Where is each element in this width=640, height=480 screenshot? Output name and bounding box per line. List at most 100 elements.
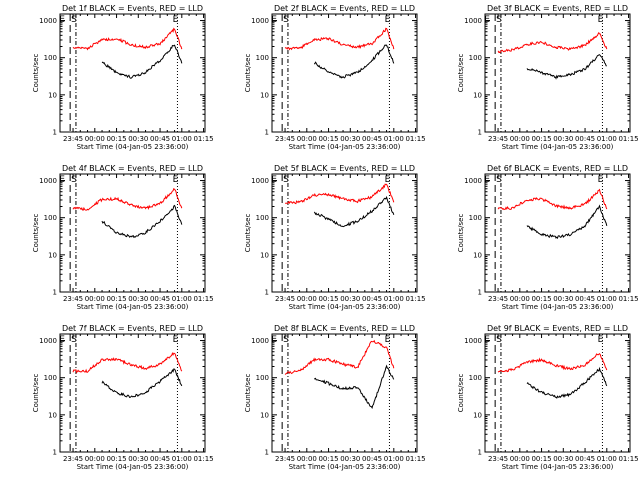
plot-frame bbox=[484, 333, 631, 453]
panel-title: Det 1f BLACK = Events, RED = LLD bbox=[62, 4, 203, 13]
panel-det-5: Det 5f BLACK = Events, RED = LLD 1 10 100 10… bbox=[244, 164, 426, 311]
panel-title: Det 7f BLACK = Events, RED = LLD bbox=[62, 324, 203, 333]
x-tick-label: 00:00 bbox=[297, 135, 317, 143]
x-tick-label: 01:15 bbox=[618, 455, 638, 463]
x-tick-label: 01:00 bbox=[384, 135, 404, 143]
panel-title: Det 9f BLACK = Events, RED = LLD bbox=[487, 324, 628, 333]
x-tick-label: 01:15 bbox=[193, 135, 213, 143]
plot-frame bbox=[271, 173, 418, 293]
y-tick-label: 1000 bbox=[39, 337, 57, 345]
marker-label: E bbox=[59, 335, 65, 345]
x-tick-label: 01:15 bbox=[193, 455, 213, 463]
y-tick-label: 1 bbox=[265, 129, 269, 137]
x-tick-label: 23:45 bbox=[488, 135, 508, 143]
marker-label: E bbox=[385, 175, 391, 185]
marker-label: S bbox=[496, 175, 502, 185]
x-tick-label: 01:15 bbox=[405, 295, 425, 303]
y-tick-label: 1 bbox=[53, 449, 57, 457]
y-tick-label: 1 bbox=[478, 289, 482, 297]
marker-label: S bbox=[283, 175, 289, 185]
marker-label: E bbox=[173, 15, 179, 25]
events-series-line bbox=[101, 44, 183, 79]
x-tick-label: 00:15 bbox=[106, 295, 126, 303]
y-tick-label: 10 bbox=[260, 251, 269, 259]
marker-label: E bbox=[484, 335, 490, 345]
x-tick-label: 00:00 bbox=[510, 455, 530, 463]
y-tick-label: 1000 bbox=[39, 17, 57, 25]
x-tick-label: 01:00 bbox=[384, 455, 404, 463]
x-axis-label: Start Time (04-Jan-05 23:36:00) bbox=[77, 463, 189, 471]
x-tick-label: 00:45 bbox=[150, 135, 170, 143]
x-tick-label: 00:45 bbox=[150, 455, 170, 463]
y-axis-label: Counts/sec bbox=[32, 54, 40, 93]
x-tick-label: 01:00 bbox=[172, 135, 192, 143]
plot-frame bbox=[271, 13, 418, 133]
panel-det-2: Det 2f BLACK = Events, RED = LLD 1 10 100 10… bbox=[244, 4, 426, 151]
events-series-line bbox=[314, 364, 395, 409]
x-tick-label: 00:15 bbox=[318, 455, 338, 463]
panel-det-4: Det 4f BLACK = Events, RED = LLD 1 10 100 10… bbox=[32, 164, 214, 311]
x-tick-label: 00:15 bbox=[106, 455, 126, 463]
panel-det-7: Det 7f BLACK = Events, RED = LLD 1 10 100 10… bbox=[32, 324, 214, 471]
lld-series-line bbox=[497, 31, 608, 54]
lld-series-line bbox=[284, 339, 395, 375]
x-tick-label: 01:15 bbox=[405, 455, 425, 463]
x-tick-label: 23:45 bbox=[275, 295, 295, 303]
x-tick-label: 23:45 bbox=[63, 295, 83, 303]
y-axis-label: Counts/sec bbox=[32, 374, 40, 413]
marker-label: E bbox=[271, 335, 277, 345]
x-tick-label: 00:30 bbox=[553, 295, 573, 303]
x-tick-label: 00:15 bbox=[531, 295, 551, 303]
x-tick-label: 23:45 bbox=[63, 135, 83, 143]
plot-frame bbox=[59, 13, 206, 133]
x-tick-label: 00:30 bbox=[553, 135, 573, 143]
x-tick-label: 00:15 bbox=[318, 135, 338, 143]
marker-label: E bbox=[173, 335, 179, 345]
x-tick-label: 01:15 bbox=[193, 295, 213, 303]
marker-label: E bbox=[385, 335, 391, 345]
x-tick-label: 00:45 bbox=[575, 295, 595, 303]
y-axis-label: Counts/sec bbox=[244, 214, 252, 253]
y-tick-label: 10 bbox=[48, 251, 57, 259]
marker-label: E bbox=[598, 15, 604, 25]
y-tick-label: 100 bbox=[256, 54, 269, 62]
y-tick-label: 1000 bbox=[251, 337, 269, 345]
y-tick-label: 10 bbox=[473, 251, 482, 259]
x-tick-label: 00:45 bbox=[362, 135, 382, 143]
x-axis-label: Start Time (04-Jan-05 23:36:00) bbox=[502, 303, 614, 311]
x-tick-label: 00:00 bbox=[85, 455, 105, 463]
plot-frame bbox=[59, 173, 206, 293]
y-axis-label: Counts/sec bbox=[457, 214, 465, 253]
lld-series-line bbox=[72, 187, 183, 211]
x-tick-label: 00:15 bbox=[531, 135, 551, 143]
lld-series-line bbox=[284, 27, 395, 51]
x-tick-label: 00:15 bbox=[318, 295, 338, 303]
marker-label: E bbox=[484, 15, 490, 25]
lld-series-line bbox=[72, 27, 183, 51]
x-tick-label: 00:30 bbox=[128, 295, 148, 303]
x-tick-label: 00:30 bbox=[340, 455, 360, 463]
x-axis-label: Start Time (04-Jan-05 23:36:00) bbox=[77, 303, 189, 311]
x-tick-label: 01:15 bbox=[618, 135, 638, 143]
lld-series-line bbox=[72, 352, 183, 374]
lld-series-line bbox=[497, 188, 608, 211]
x-tick-label: 00:45 bbox=[150, 295, 170, 303]
x-tick-label: 23:45 bbox=[488, 455, 508, 463]
x-axis-label: Start Time (04-Jan-05 23:36:00) bbox=[502, 463, 614, 471]
plot-frame bbox=[271, 333, 418, 453]
x-tick-label: 01:15 bbox=[405, 135, 425, 143]
y-tick-label: 10 bbox=[48, 411, 57, 419]
marker-label: S bbox=[283, 15, 289, 25]
marker-label: E bbox=[598, 335, 604, 345]
x-tick-label: 00:45 bbox=[362, 455, 382, 463]
x-axis-label: Start Time (04-Jan-05 23:36:00) bbox=[289, 143, 401, 151]
y-tick-label: 100 bbox=[469, 374, 482, 382]
y-tick-label: 1000 bbox=[39, 177, 57, 185]
x-tick-label: 00:45 bbox=[575, 135, 595, 143]
panel-title: Det 2f BLACK = Events, RED = LLD bbox=[274, 4, 415, 13]
events-series-line bbox=[526, 54, 607, 80]
plot-frame bbox=[484, 173, 631, 293]
x-tick-label: 00:00 bbox=[510, 135, 530, 143]
events-series-line bbox=[313, 195, 395, 228]
